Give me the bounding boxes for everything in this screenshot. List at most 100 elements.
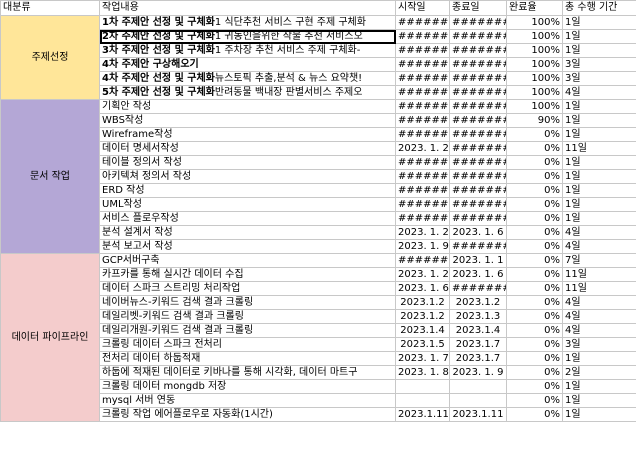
duration-cell[interactable]: 1일 xyxy=(562,197,636,212)
duration-cell[interactable]: 1일 xyxy=(562,183,636,198)
start-date-cell[interactable]: ######## xyxy=(395,253,450,268)
end-date-cell[interactable]: ######## xyxy=(449,169,507,184)
start-date-cell[interactable]: ######## xyxy=(395,57,450,72)
end-date-cell[interactable]: ######## xyxy=(449,183,507,198)
start-date-cell[interactable]: 2023. 1. 8 xyxy=(395,365,450,380)
task-cell[interactable]: Wireframe작성 xyxy=(99,127,396,142)
duration-cell[interactable]: 1일 xyxy=(562,29,636,44)
start-date-cell[interactable]: 2023.1.2 xyxy=(395,295,450,310)
completion-cell[interactable]: 0% xyxy=(506,197,563,212)
duration-cell[interactable]: 4일 xyxy=(562,323,636,338)
start-date-cell[interactable] xyxy=(395,393,450,408)
end-date-cell[interactable]: ######## xyxy=(449,57,507,72)
duration-cell[interactable]: 4일 xyxy=(562,225,636,240)
completion-cell[interactable]: 90% xyxy=(506,113,563,128)
duration-cell[interactable]: 7일 xyxy=(562,253,636,268)
duration-cell[interactable]: 1일 xyxy=(562,15,636,30)
duration-cell[interactable]: 2일 xyxy=(562,365,636,380)
end-date-cell[interactable]: ######## xyxy=(449,239,507,254)
start-date-cell[interactable]: 2023. 1. 9 xyxy=(395,239,450,254)
task-cell[interactable]: 분석 설계서 작성 xyxy=(99,225,396,240)
start-date-cell[interactable]: 2023.1.11 xyxy=(395,407,450,422)
task-cell[interactable]: 전처리 데이터 하둡적재 xyxy=(99,351,396,366)
completion-cell[interactable]: 0% xyxy=(506,365,563,380)
duration-cell[interactable]: 1일 xyxy=(562,211,636,226)
completion-cell[interactable]: 100% xyxy=(506,85,563,100)
task-cell[interactable]: 4차 주제안 구상해오기 xyxy=(99,57,396,72)
start-date-cell[interactable]: ######## xyxy=(395,169,450,184)
completion-cell[interactable]: 100% xyxy=(506,99,563,114)
task-cell[interactable]: 데이터 명세서작성 xyxy=(99,141,396,156)
task-cell[interactable]: 하둡에 적재된 데이터로 키바나를 통해 시각화, 데이터 마트구 xyxy=(99,365,396,380)
end-date-cell[interactable]: ######## xyxy=(449,155,507,170)
category-cell[interactable]: 데이터 파이프라인 xyxy=(0,253,100,422)
completion-cell[interactable]: 0% xyxy=(506,351,563,366)
duration-cell[interactable]: 3일 xyxy=(562,337,636,352)
completion-cell[interactable]: 0% xyxy=(506,141,563,156)
task-cell[interactable]: GCP서버구축 xyxy=(99,253,396,268)
start-date-cell[interactable]: ######## xyxy=(395,155,450,170)
start-date-cell[interactable]: ######## xyxy=(395,183,450,198)
duration-cell[interactable]: 3일 xyxy=(562,71,636,86)
completion-cell[interactable]: 0% xyxy=(506,281,563,296)
completion-cell[interactable]: 0% xyxy=(506,225,563,240)
completion-cell[interactable]: 0% xyxy=(506,127,563,142)
start-date-cell[interactable]: 2023.1.4 xyxy=(395,323,450,338)
end-date-cell[interactable]: ######## xyxy=(449,99,507,114)
completion-cell[interactable]: 0% xyxy=(506,239,563,254)
task-cell[interactable]: 데일리개원-키워드 검색 결과 크롤링 xyxy=(99,323,396,338)
end-date-cell[interactable]: ######## xyxy=(449,15,507,30)
completion-cell[interactable]: 0% xyxy=(506,267,563,282)
task-cell[interactable]: 1차 주제안 선정 및 구체화1 식단추천 서비스 구현 주제 구체화 xyxy=(99,15,396,30)
completion-cell[interactable]: 0% xyxy=(506,309,563,324)
category-cell[interactable]: 주제선정 xyxy=(0,15,100,100)
completion-cell[interactable]: 0% xyxy=(506,337,563,352)
header-duration[interactable]: 총 수행 기간 xyxy=(562,0,636,16)
duration-cell[interactable]: 11일 xyxy=(562,281,636,296)
task-cell[interactable]: 데일리벳-키워드 검색 결과 크롤링 xyxy=(99,309,396,324)
start-date-cell[interactable]: 2023.1.5 xyxy=(395,337,450,352)
end-date-cell[interactable]: 2023.1.7 xyxy=(449,337,507,352)
task-cell[interactable]: UML작성 xyxy=(99,197,396,212)
end-date-cell[interactable]: ######## xyxy=(449,43,507,58)
end-date-cell[interactable]: ######## xyxy=(449,113,507,128)
task-cell[interactable]: 테이블 정의서 작성 xyxy=(99,155,396,170)
start-date-cell[interactable]: ######## xyxy=(395,15,450,30)
duration-cell[interactable]: 1일 xyxy=(562,169,636,184)
start-date-cell[interactable]: ######## xyxy=(395,71,450,86)
task-cell[interactable]: 서비스 플로우작성 xyxy=(99,211,396,226)
completion-cell[interactable]: 0% xyxy=(506,323,563,338)
completion-cell[interactable]: 0% xyxy=(506,379,563,394)
start-date-cell[interactable]: ######## xyxy=(395,127,450,142)
start-date-cell[interactable]: ######## xyxy=(395,43,450,58)
task-cell[interactable]: 2차 주제안 선정 및 구체화1 귀농인을위한 작물 추천 서비스오 xyxy=(99,29,396,44)
duration-cell[interactable]: 1일 xyxy=(562,99,636,114)
duration-cell[interactable]: 3일 xyxy=(562,57,636,72)
task-cell[interactable]: 3차 주제안 선정 및 구체화1 주차장 추천 서비스 주제 구체화- xyxy=(99,43,396,58)
completion-cell[interactable]: 100% xyxy=(506,29,563,44)
start-date-cell[interactable]: ######## xyxy=(395,211,450,226)
completion-cell[interactable]: 100% xyxy=(506,15,563,30)
task-cell[interactable]: 크롤링 작업 에어플로우로 자동화(1시간) xyxy=(99,407,396,422)
duration-cell[interactable]: 4일 xyxy=(562,309,636,324)
start-date-cell[interactable]: ######## xyxy=(395,197,450,212)
end-date-cell[interactable]: ######## xyxy=(449,197,507,212)
header-end[interactable]: 종료일 xyxy=(449,0,507,16)
end-date-cell[interactable]: ######## xyxy=(449,211,507,226)
duration-cell[interactable]: 11일 xyxy=(562,267,636,282)
header-completion[interactable]: 완료율 xyxy=(506,0,563,16)
completion-cell[interactable]: 0% xyxy=(506,211,563,226)
end-date-cell[interactable]: 2023. 1. 9 xyxy=(449,365,507,380)
completion-cell[interactable]: 0% xyxy=(506,393,563,408)
start-date-cell[interactable]: 2023. 1. 2 xyxy=(395,267,450,282)
task-cell[interactable]: 기획안 작성 xyxy=(99,99,396,114)
start-date-cell[interactable]: 2023. 1. 2 xyxy=(395,225,450,240)
end-date-cell[interactable]: ######## xyxy=(449,71,507,86)
end-date-cell[interactable]: 2023.1.2 xyxy=(449,295,507,310)
end-date-cell[interactable]: ######## xyxy=(449,29,507,44)
duration-cell[interactable]: 1일 xyxy=(562,393,636,408)
duration-cell[interactable]: 1일 xyxy=(562,379,636,394)
task-cell[interactable]: 카프카를 통해 실시간 데이터 수집 xyxy=(99,267,396,282)
task-cell[interactable]: ERD 작성 xyxy=(99,183,396,198)
start-date-cell[interactable]: ######## xyxy=(395,113,450,128)
